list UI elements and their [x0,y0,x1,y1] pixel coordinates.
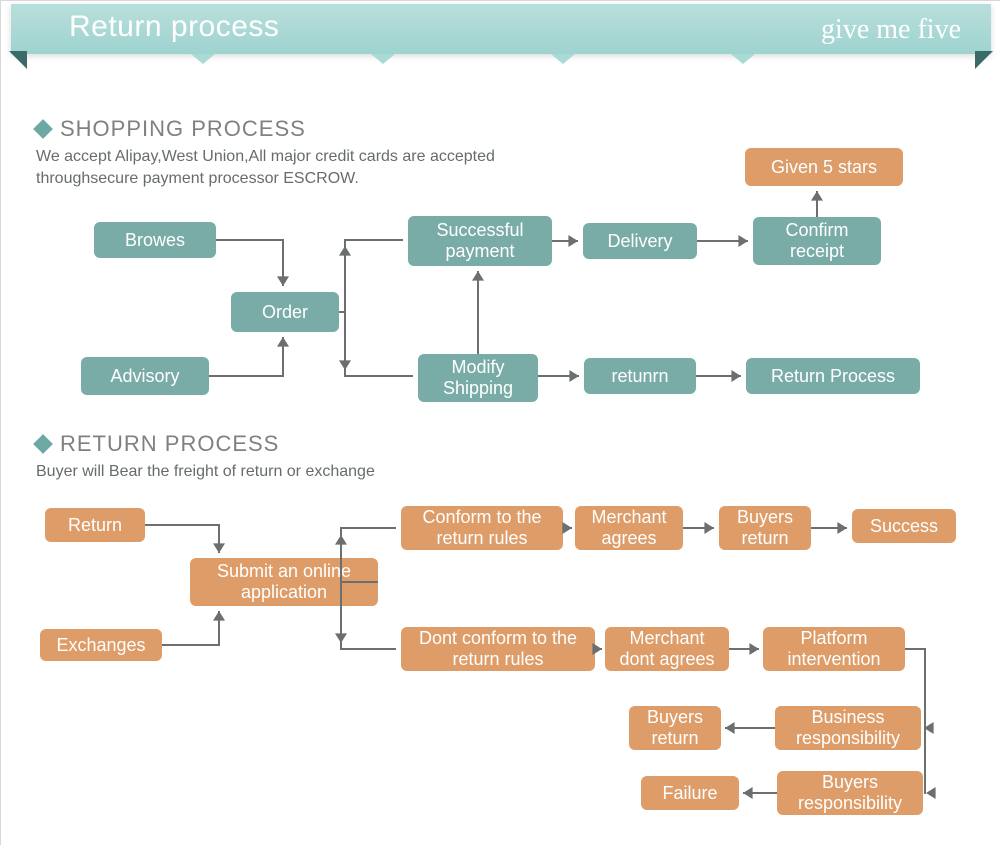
flow-node-delivery: Delivery [583,223,697,259]
page: Return process give me five SHOPPING PRO… [0,0,1000,845]
diamond-bullet-icon [33,434,53,454]
flow-node-success: Success [852,509,956,543]
banner-notch-icon [731,54,755,64]
arrowhead-icon [339,360,351,370]
arrowhead-icon [731,370,741,382]
flow-node-exchanges: Exchanges [40,629,162,661]
flow-node-platform: Platform intervention [763,627,905,671]
flow-node-conform: Conform to the return rules [401,506,563,550]
section-title-shopping: SHOPPING PROCESS [60,116,306,142]
flow-edge [162,611,219,645]
arrowhead-icon [335,633,347,643]
flow-node-return: Return [45,508,145,542]
flow-node-buyresp: Buyers responsibility [777,771,923,815]
banner-notch-icon [371,54,395,64]
arrowhead-icon [738,235,748,247]
arrowhead-icon [704,522,714,534]
arrowhead-icon [749,643,759,655]
arrowhead-icon [811,191,823,201]
arrowhead-icon [472,271,484,281]
flow-node-failure: Failure [641,776,739,810]
flow-node-dont: Dont conform to the return rules [401,627,595,671]
flow-edge [145,525,219,553]
section-head-return: RETURN PROCESS [36,431,279,457]
flow-node-confirm: Confirm receipt [753,217,881,265]
flow-node-retproc: Return Process [746,358,920,394]
arrowhead-icon [339,246,351,256]
section-head-shopping: SHOPPING PROCESS [36,116,306,142]
arrowhead-icon [277,276,289,286]
flow-node-retunrn: retunrn [584,358,696,394]
arrowhead-icon [213,543,225,553]
arrowhead-icon [562,522,572,534]
arrowhead-icon [725,722,735,734]
flow-edge [216,240,283,286]
flow-node-browes: Browes [94,222,216,258]
arrowhead-icon [335,535,347,545]
ribbon-tail-left-icon [9,51,27,69]
flow-node-buyret1: Buyers return [719,506,811,550]
flow-edge [339,312,413,376]
arrowhead-icon [569,370,579,382]
arrowhead-icon [743,787,753,799]
flow-node-submit: Submit an online application [190,558,378,606]
arrowhead-icon [213,611,225,621]
banner-tagline: give me five [821,14,961,46]
section-title-return: RETURN PROCESS [60,431,279,457]
diamond-bullet-icon [33,119,53,139]
arrowhead-icon [277,337,289,347]
flow-node-advisory: Advisory [81,357,209,395]
arrowhead-icon [568,235,578,247]
flow-node-magree: Merchant agrees [575,506,683,550]
flow-node-modify: Modify Shipping [418,354,538,402]
flow-node-buyret2: Buyers return [629,706,721,750]
ribbon-tail-right-icon [975,51,993,69]
arrowhead-icon [837,522,847,534]
arrowhead-icon [924,722,934,734]
banner-notch-icon [191,54,215,64]
banner-notch-icon [551,54,575,64]
flow-node-order: Order [231,292,339,332]
flow-node-bizresp: Business responsibility [775,706,921,750]
arrowhead-icon [926,787,936,799]
banner: Return process give me five [11,4,991,54]
section-subtitle-shopping: We accept Alipay,West Union,All major cr… [36,146,596,189]
section-subtitle-return: Buyer will Bear the freight of return or… [36,461,375,483]
flow-edge [339,240,403,312]
flow-node-succ: Successful payment [408,216,552,266]
flow-edge [209,337,283,376]
banner-title: Return process [69,10,279,44]
flow-node-mdont: Merchant dont agrees [605,627,729,671]
flow-node-stars: Given 5 stars [745,148,903,186]
